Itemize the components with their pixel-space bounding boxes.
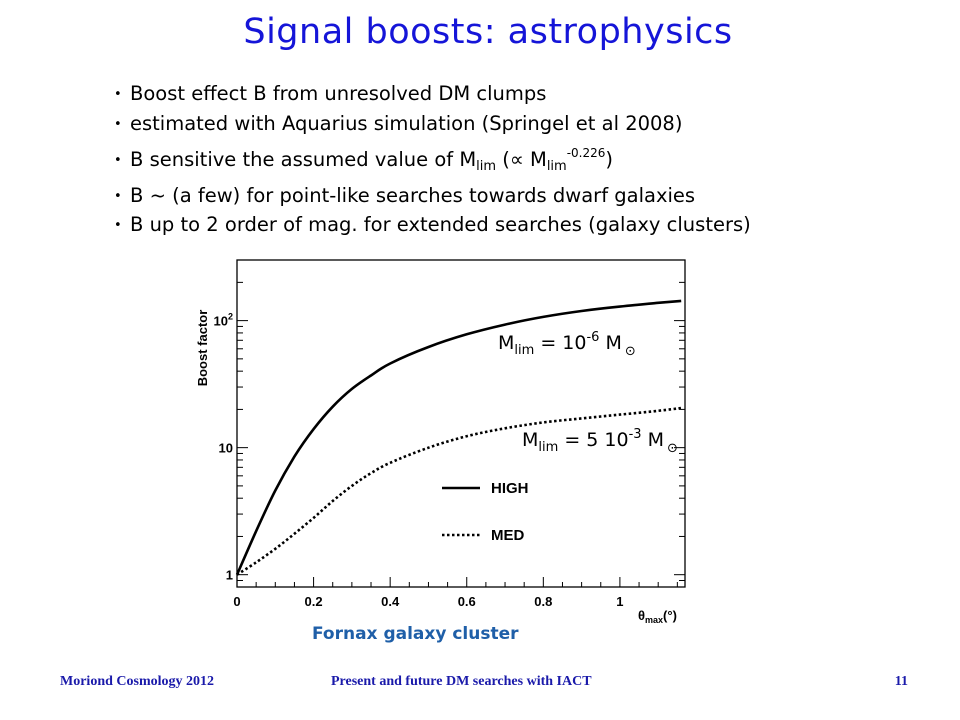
bullet-dot-icon: •: [114, 218, 122, 233]
y-tick-label-base: 10: [219, 441, 233, 456]
y-tick-label: 102: [214, 312, 233, 329]
annotation-med-sup: -3: [629, 427, 642, 442]
bullet-dot-icon: •: [114, 116, 122, 132]
plot-frame: [236, 259, 686, 588]
x-axis-label-unit: (°): [663, 608, 677, 623]
footer-left: Moriond Cosmology 2012: [60, 674, 214, 689]
bullet-item: • B sensitive the assumed value of Mlim (…: [114, 139, 751, 182]
annotation-high-sub: lim: [514, 343, 534, 358]
bullet-subscript: lim: [546, 159, 567, 174]
y-tick-label-base: 10: [214, 314, 228, 329]
bullet-dot-icon: •: [114, 87, 122, 102]
slide-number: 11: [894, 674, 908, 689]
x-axis-label: θmax(°): [638, 608, 677, 625]
legend-label-med: MED: [491, 527, 525, 544]
legend: HIGH MED: [442, 480, 529, 544]
curves: [235, 299, 682, 576]
x-axis-label-sub: max: [645, 615, 663, 625]
y-tick-label: 1: [226, 568, 233, 583]
x-tick-label: 0: [233, 594, 240, 609]
annotation-med-sub: lim: [538, 440, 558, 455]
y-tick-label-exp: 2: [228, 312, 233, 322]
bullet-text: Boost effect B from unresolved DM clumps: [130, 82, 547, 105]
annotation-med: Mlim = 5 10-3 M ⊙: [522, 427, 678, 456]
x-tick-label: 0.4: [381, 594, 400, 609]
slide-footer: Moriond Cosmology 2012 Present and futur…: [60, 674, 908, 696]
legend-label-high: HIGH: [491, 480, 529, 497]
bullet-text: B ~ (a few) for point-like searches towa…: [130, 183, 696, 207]
annotation-high-pre: M: [498, 332, 514, 354]
annotation-high-mid: = 10: [534, 332, 586, 354]
series-med-line: [236, 406, 682, 576]
bullet-item: • Boost effect B from unresolved DM clump…: [114, 80, 751, 110]
bullet-list: • Boost effect B from unresolved DM clump…: [114, 80, 751, 241]
series-high-line: [235, 299, 682, 576]
x-tick-label: 1: [616, 594, 623, 609]
bullet-subscript: lim: [476, 159, 497, 174]
figure-caption: Fornax galaxy cluster: [312, 624, 519, 644]
bullet-item: • B ~ (a few) for point-like searches tow…: [114, 182, 751, 212]
sun-symbol-icon: ⊙: [667, 441, 678, 456]
x-tick-label: 0.8: [534, 594, 552, 609]
y-axis-label: Boost factor: [195, 310, 210, 387]
bullet-dot-icon: •: [114, 153, 122, 168]
bullet-dot-icon: •: [114, 188, 122, 204]
annotation-high-post: M: [599, 332, 621, 354]
annotation-med-pre: M: [522, 429, 538, 451]
x-tick-label: 0.6: [458, 594, 476, 609]
x-tick-labels: 0 0.2 0.4 0.6 0.8 1: [233, 594, 623, 609]
bullet-item: • estimated with Aquarius simulation (Spr…: [114, 110, 751, 140]
bullet-text: B up to 2 order of mag. for extended sea…: [130, 213, 751, 236]
bullet-text-mid: (∝ M: [496, 148, 547, 171]
bullet-text: estimated with Aquarius simulation (Spri…: [130, 111, 683, 135]
sun-symbol-icon: ⊙: [625, 344, 636, 359]
y-tick-label-base: 1: [226, 568, 233, 583]
bullet-item: • B up to 2 order of mag. for extended se…: [114, 211, 751, 241]
x-tick-label: 0.2: [305, 594, 323, 609]
bullet-superscript: -0.226: [566, 146, 606, 160]
annotation-med-mid: = 5 10: [558, 429, 628, 451]
annotation-high-sup: -6: [586, 330, 599, 345]
annotation-med-post: M: [642, 429, 664, 451]
bullet-text-post: ): [605, 148, 613, 171]
bullet-text-pre: B sensitive the assumed value of M: [130, 148, 477, 171]
axis-ticks: [236, 259, 685, 588]
slide-title: Signal boosts: astrophysics: [243, 12, 733, 52]
y-tick-label: 10: [219, 441, 233, 456]
x-axis-label-main: θ: [638, 608, 645, 623]
annotation-high: Mlim = 10-6 M ⊙: [498, 330, 636, 359]
footer-center: Present and future DM searches with IACT: [331, 674, 592, 689]
